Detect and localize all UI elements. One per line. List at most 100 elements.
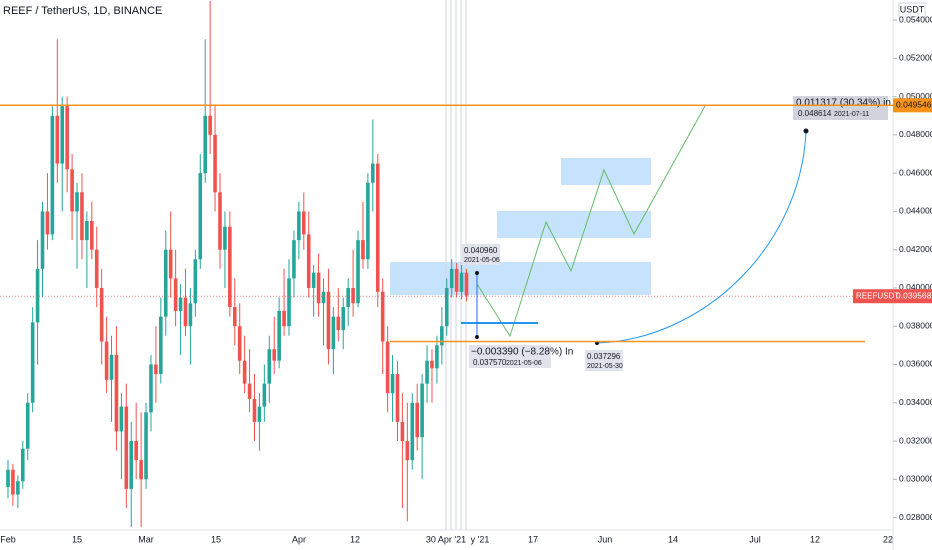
drawings [390, 0, 888, 530]
candle-body [351, 287, 355, 304]
x-tick-label: y '21 [471, 534, 490, 544]
candle-body [272, 349, 277, 361]
candle-body [420, 383, 424, 438]
candle-body [25, 402, 30, 449]
candle-body [262, 383, 267, 407]
y-tick-label: 0.034000 [899, 397, 932, 407]
candle-body [306, 234, 311, 288]
x-tick-label: 12 [810, 534, 820, 544]
label-box [469, 345, 551, 368]
annotation: −0.003390 (−8.28%) In [471, 347, 573, 358]
candle-body [410, 402, 415, 461]
candle-body [60, 106, 65, 164]
candle-body [277, 310, 281, 361]
candle-body [213, 134, 217, 193]
candle-body [454, 268, 459, 292]
candle-body [257, 406, 262, 422]
candle-body [178, 297, 183, 311]
candle-body [20, 448, 25, 482]
candle-body [449, 268, 454, 288]
x-tick-label: Apr [292, 534, 306, 544]
candle-body [75, 192, 79, 212]
candle-body [65, 106, 69, 170]
annotation: 0.048614 [798, 109, 832, 118]
x-tick-label: 22 [883, 534, 893, 544]
zone [390, 262, 651, 295]
y-tick-label: 0.050000 [899, 91, 932, 101]
candle-body [287, 278, 291, 327]
y-tick-label: 0.046000 [899, 167, 932, 177]
label-box [585, 350, 623, 371]
candle-body [430, 360, 434, 369]
candle-body [415, 402, 419, 438]
x-tick-label: 15 [211, 534, 221, 544]
y-tick-label: 0.052000 [899, 53, 932, 63]
candle-body [149, 364, 153, 413]
candle-body [193, 259, 198, 304]
candle-body [242, 360, 247, 384]
candle-body [104, 341, 109, 380]
candle-body [198, 173, 203, 260]
candle-body [168, 249, 173, 279]
candle-body [188, 303, 193, 327]
y-tick-label: 0.044000 [899, 206, 932, 216]
candle-body [50, 115, 55, 235]
candle-body [297, 211, 301, 241]
candle-body [444, 287, 449, 327]
candle-body [6, 469, 10, 487]
y-tick-label: 0.048000 [899, 129, 932, 139]
candle-body [346, 287, 350, 308]
candle-body [366, 182, 370, 260]
candle-body [144, 412, 148, 480]
x-tick-label: 30 Apr '21 [426, 534, 466, 544]
x-tick-label: 17 [528, 534, 538, 544]
candle-body [425, 360, 429, 384]
annotation: 0.040960 [464, 246, 498, 255]
candle-body [247, 383, 252, 399]
projection-path [476, 105, 706, 338]
annotation: 0.011317 (30.34%) in 42d [796, 98, 910, 109]
annotation: 2021-05-06 [506, 360, 542, 367]
candle-body [232, 307, 237, 327]
candle-body [336, 316, 341, 331]
candle-body [326, 291, 331, 350]
y-tick-label: 0.038000 [899, 320, 932, 330]
y-tick-label: 0.040000 [899, 282, 932, 292]
annotation: 2021-05-06 [464, 257, 500, 264]
candle-body [292, 240, 296, 279]
label-box [462, 244, 500, 265]
point [475, 335, 479, 339]
unit-box [898, 2, 926, 18]
candle-body [129, 441, 134, 489]
candle-body [173, 278, 178, 311]
y-unit: USDT [900, 4, 925, 14]
candle-body [159, 316, 163, 375]
y-tick-label: 0.032000 [899, 435, 932, 445]
chart-title: REEF / TetherUS, 1D, BINANCE [3, 5, 162, 17]
y-tick-label: 0.030000 [899, 474, 932, 484]
candle-body [459, 272, 464, 292]
zone [497, 211, 651, 238]
candle-body [311, 272, 316, 288]
curve-arrow [596, 131, 807, 344]
candle-body [30, 322, 35, 403]
candle-body [99, 287, 104, 342]
candle-body [341, 307, 346, 331]
point [475, 271, 479, 275]
candle-body [119, 406, 124, 432]
candle-body [435, 345, 439, 369]
candles [6, 0, 469, 528]
candle-body [321, 291, 326, 304]
candle-body [40, 211, 45, 269]
candle-body [70, 169, 74, 212]
candle-body [203, 115, 207, 174]
label-box [793, 96, 888, 120]
current-price-label: 0.039568 [896, 290, 932, 300]
candle-body [356, 240, 360, 304]
candle-body [405, 441, 410, 461]
candle-body [45, 211, 50, 235]
candle-body [163, 249, 168, 317]
candle-body [267, 349, 272, 384]
candle-body [223, 226, 227, 250]
